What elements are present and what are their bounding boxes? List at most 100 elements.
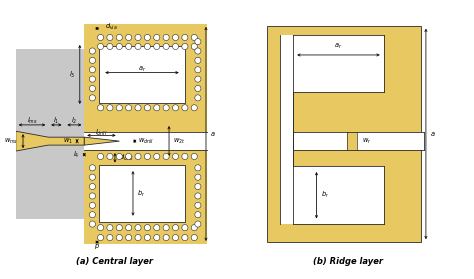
Circle shape: [163, 44, 169, 50]
Circle shape: [144, 225, 150, 231]
Circle shape: [135, 235, 141, 241]
Bar: [16, 49, 88, 219]
Circle shape: [182, 34, 188, 40]
Circle shape: [195, 76, 201, 82]
Text: $a$: $a$: [210, 130, 215, 138]
Circle shape: [195, 202, 201, 208]
Circle shape: [163, 235, 169, 241]
Circle shape: [126, 225, 132, 231]
Circle shape: [89, 67, 95, 73]
Circle shape: [195, 211, 201, 218]
Circle shape: [89, 95, 95, 101]
Text: $d_{via}$: $d_{via}$: [105, 21, 118, 32]
Circle shape: [195, 193, 201, 199]
Circle shape: [195, 39, 201, 45]
Circle shape: [98, 105, 104, 111]
Circle shape: [135, 105, 141, 111]
Text: $p$: $p$: [94, 242, 100, 251]
Bar: [280, 132, 424, 150]
Text: $w_{ms}$: $w_{ms}$: [4, 136, 18, 146]
Circle shape: [126, 105, 132, 111]
Bar: [267, 26, 420, 242]
Bar: [280, 166, 384, 224]
Circle shape: [89, 165, 95, 171]
Circle shape: [195, 165, 201, 171]
Circle shape: [144, 105, 150, 111]
Text: $d_{drill}$: $d_{drill}$: [119, 153, 134, 163]
Circle shape: [154, 105, 160, 111]
Circle shape: [173, 225, 179, 231]
Circle shape: [116, 153, 122, 160]
Circle shape: [154, 44, 160, 50]
Circle shape: [98, 225, 104, 231]
Circle shape: [135, 44, 141, 50]
Text: $l_1$: $l_1$: [53, 116, 60, 126]
Circle shape: [135, 225, 141, 231]
Circle shape: [173, 34, 179, 40]
Circle shape: [182, 225, 188, 231]
Circle shape: [107, 34, 113, 40]
Circle shape: [89, 85, 95, 92]
Circle shape: [107, 153, 113, 160]
Bar: [280, 35, 292, 224]
Text: (b) Ridge layer: (b) Ridge layer: [313, 256, 383, 266]
Circle shape: [191, 105, 197, 111]
Circle shape: [191, 235, 197, 241]
Circle shape: [195, 184, 201, 190]
Circle shape: [135, 153, 141, 160]
Circle shape: [116, 225, 122, 231]
Circle shape: [195, 67, 201, 73]
Circle shape: [191, 34, 197, 40]
Circle shape: [195, 48, 201, 54]
Circle shape: [163, 34, 169, 40]
Circle shape: [182, 235, 188, 241]
Text: $l_3$: $l_3$: [69, 69, 75, 80]
Circle shape: [89, 184, 95, 190]
Text: $b_r$: $b_r$: [137, 188, 145, 199]
Text: (a) Central layer: (a) Central layer: [76, 256, 154, 266]
Bar: [99, 165, 185, 222]
Circle shape: [195, 95, 201, 101]
Circle shape: [144, 34, 150, 40]
Circle shape: [173, 105, 179, 111]
Circle shape: [154, 153, 160, 160]
Circle shape: [163, 153, 169, 160]
Circle shape: [195, 221, 201, 227]
Circle shape: [89, 174, 95, 180]
Circle shape: [89, 48, 95, 54]
Circle shape: [173, 235, 179, 241]
Text: $l_{ms}$: $l_{ms}$: [27, 116, 37, 126]
Circle shape: [98, 34, 104, 40]
Circle shape: [107, 235, 113, 241]
Text: $l_4$: $l_4$: [73, 150, 80, 160]
Circle shape: [89, 193, 95, 199]
Text: $w_r$: $w_r$: [362, 136, 372, 146]
Circle shape: [182, 44, 188, 50]
Circle shape: [191, 153, 197, 160]
Bar: [84, 24, 207, 244]
Circle shape: [107, 105, 113, 111]
Circle shape: [154, 225, 160, 231]
Circle shape: [107, 225, 113, 231]
Circle shape: [89, 221, 95, 227]
Text: $w_{drill}$: $w_{drill}$: [138, 136, 155, 146]
Circle shape: [98, 235, 104, 241]
Text: $l_{drill}$: $l_{drill}$: [95, 128, 108, 138]
Circle shape: [135, 34, 141, 40]
Circle shape: [98, 153, 104, 160]
Circle shape: [116, 235, 122, 241]
Text: $a_r$: $a_r$: [334, 42, 343, 51]
Circle shape: [182, 105, 188, 111]
Circle shape: [126, 235, 132, 241]
Circle shape: [144, 153, 150, 160]
Circle shape: [163, 105, 169, 111]
Circle shape: [182, 153, 188, 160]
Text: $b_r$: $b_r$: [321, 190, 329, 200]
Circle shape: [195, 174, 201, 180]
Circle shape: [116, 34, 122, 40]
Circle shape: [195, 85, 201, 92]
Bar: [84, 132, 207, 150]
Circle shape: [116, 105, 122, 111]
Text: $l_2$: $l_2$: [71, 116, 78, 126]
Circle shape: [191, 225, 197, 231]
